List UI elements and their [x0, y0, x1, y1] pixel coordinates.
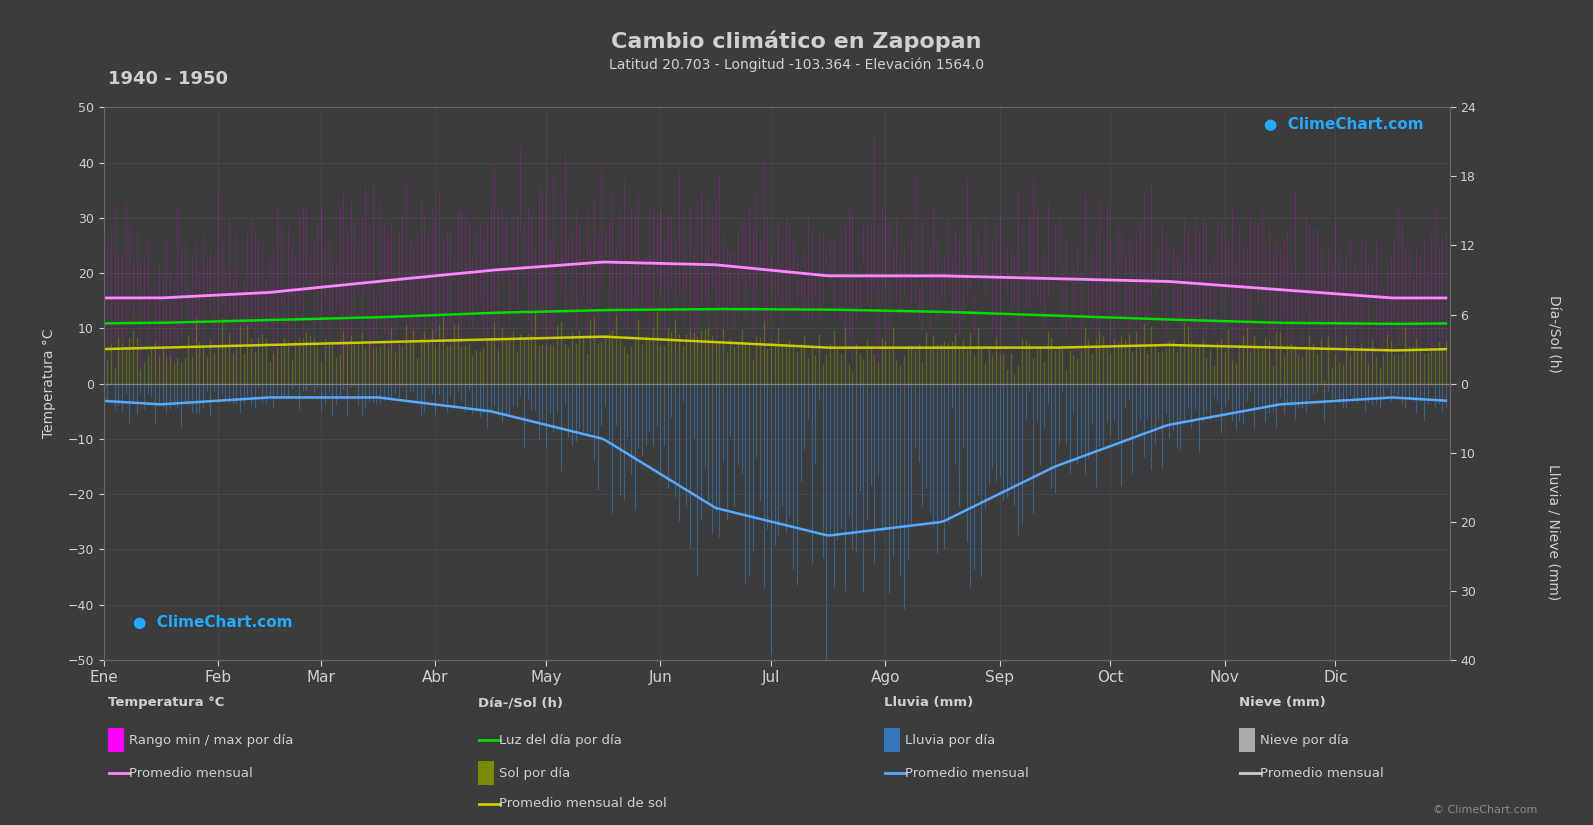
Text: Promedio mensual: Promedio mensual: [1260, 766, 1384, 780]
Text: Temperatura °C: Temperatura °C: [108, 696, 225, 710]
Text: Promedio mensual: Promedio mensual: [129, 766, 253, 780]
Text: Promedio mensual de sol: Promedio mensual de sol: [499, 797, 666, 810]
Text: Latitud 20.703 - Longitud -103.364 - Elevación 1564.0: Latitud 20.703 - Longitud -103.364 - Ele…: [609, 58, 984, 73]
Text: Día-/Sol (h): Día-/Sol (h): [1547, 295, 1560, 373]
Text: 1940 - 1950: 1940 - 1950: [108, 70, 228, 88]
Text: Lluvia por día: Lluvia por día: [905, 733, 996, 747]
Text: Sol por día: Sol por día: [499, 766, 570, 780]
Text: Rango min / max por día: Rango min / max por día: [129, 733, 293, 747]
Text: © ClimeChart.com: © ClimeChart.com: [1432, 804, 1537, 814]
Y-axis label: Temperatura °C: Temperatura °C: [41, 329, 56, 438]
Text: Nieve (mm): Nieve (mm): [1239, 696, 1325, 710]
Text: Lluvia (mm): Lluvia (mm): [884, 696, 973, 710]
Text: Cambio climático en Zapopan: Cambio climático en Zapopan: [612, 31, 981, 52]
Text: Lluvia / Nieve (mm): Lluvia / Nieve (mm): [1547, 464, 1560, 601]
Text: ●  ClimeChart.com: ● ClimeChart.com: [134, 615, 293, 629]
Text: ●  ClimeChart.com: ● ClimeChart.com: [1265, 117, 1424, 132]
Text: Nieve por día: Nieve por día: [1260, 733, 1349, 747]
Text: Luz del día por día: Luz del día por día: [499, 733, 621, 747]
Text: Día-/Sol (h): Día-/Sol (h): [478, 696, 562, 710]
Text: Promedio mensual: Promedio mensual: [905, 766, 1029, 780]
